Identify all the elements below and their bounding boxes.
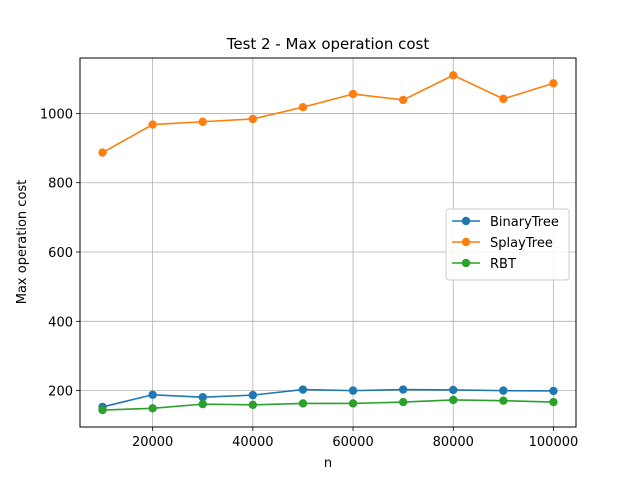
data-point-rbt xyxy=(398,397,408,407)
y-tick-label: 600 xyxy=(48,246,73,261)
data-point-rbt xyxy=(348,399,358,408)
data-point-splaytree xyxy=(198,117,207,126)
legend-marker-rbt xyxy=(461,258,471,268)
data-point-binarytree xyxy=(549,386,558,396)
data-point-binarytree xyxy=(198,393,207,402)
data-point-binarytree xyxy=(348,386,358,395)
series-rbt xyxy=(98,395,558,415)
data-point-binarytree xyxy=(398,385,408,394)
data-point-splaytree xyxy=(98,148,107,157)
data-point-rbt xyxy=(499,396,508,405)
y-tick-label: 200 xyxy=(48,385,73,400)
data-point-rbt xyxy=(98,405,107,415)
data-point-rbt xyxy=(248,400,258,410)
data-point-binarytree xyxy=(499,386,508,395)
y-axis-label: Max operation cost xyxy=(15,180,30,305)
data-point-splaytree xyxy=(348,89,358,99)
legend-label-rbt: RBT xyxy=(490,257,516,272)
legend-item-binarytree: BinaryTree xyxy=(452,215,559,230)
x-tick-label: 100000 xyxy=(529,435,579,450)
data-point-splaytree xyxy=(549,79,558,88)
legend-marker-splaytree xyxy=(461,237,471,247)
data-point-splaytree xyxy=(499,94,508,104)
data-point-rbt xyxy=(449,395,458,405)
data-point-splaytree xyxy=(298,103,308,112)
data-point-binarytree xyxy=(148,390,157,399)
data-point-splaytree xyxy=(148,120,157,129)
y-tick-label: 400 xyxy=(48,315,73,330)
legend-label-binarytree: BinaryTree xyxy=(490,215,559,230)
data-point-binarytree xyxy=(449,385,458,395)
legend-marker-binarytree xyxy=(461,216,471,226)
series-line-splaytree xyxy=(102,74,554,154)
chart-title: Test 2 - Max operation cost xyxy=(226,35,430,53)
axis-ticks: 20000 40000 60000 80000 100000 200 400 600 800 10… xyxy=(40,107,578,450)
y-tick-label: 1000 xyxy=(40,107,73,122)
series-line-rbt xyxy=(102,399,554,411)
series-layer xyxy=(98,71,558,415)
data-point-splaytree xyxy=(398,95,408,105)
data-point-rbt xyxy=(148,404,157,413)
x-axis-label: n xyxy=(324,456,332,471)
x-tick-label: 60000 xyxy=(332,435,373,450)
series-line-binarytree xyxy=(102,388,554,408)
x-tick-label: 80000 xyxy=(433,435,474,450)
data-point-binarytree xyxy=(248,390,258,400)
data-point-rbt xyxy=(298,399,308,408)
series-splaytree xyxy=(98,71,558,157)
data-point-rbt xyxy=(549,397,558,407)
legend-label-splaytree: SplayTree xyxy=(490,236,553,251)
legend-item-splaytree: SplayTree xyxy=(452,236,553,251)
plot-frame xyxy=(79,57,577,428)
x-tick-label: 20000 xyxy=(132,435,173,450)
data-point-splaytree xyxy=(248,114,258,124)
legend-item-rbt: RBT xyxy=(452,257,516,272)
data-point-splaytree xyxy=(449,71,458,80)
data-point-binarytree xyxy=(298,385,308,394)
x-tick-label: 40000 xyxy=(232,435,273,450)
y-tick-label: 800 xyxy=(48,177,73,192)
data-point-rbt xyxy=(198,399,207,409)
legend: BinaryTree SplayTree RBT xyxy=(445,208,570,281)
